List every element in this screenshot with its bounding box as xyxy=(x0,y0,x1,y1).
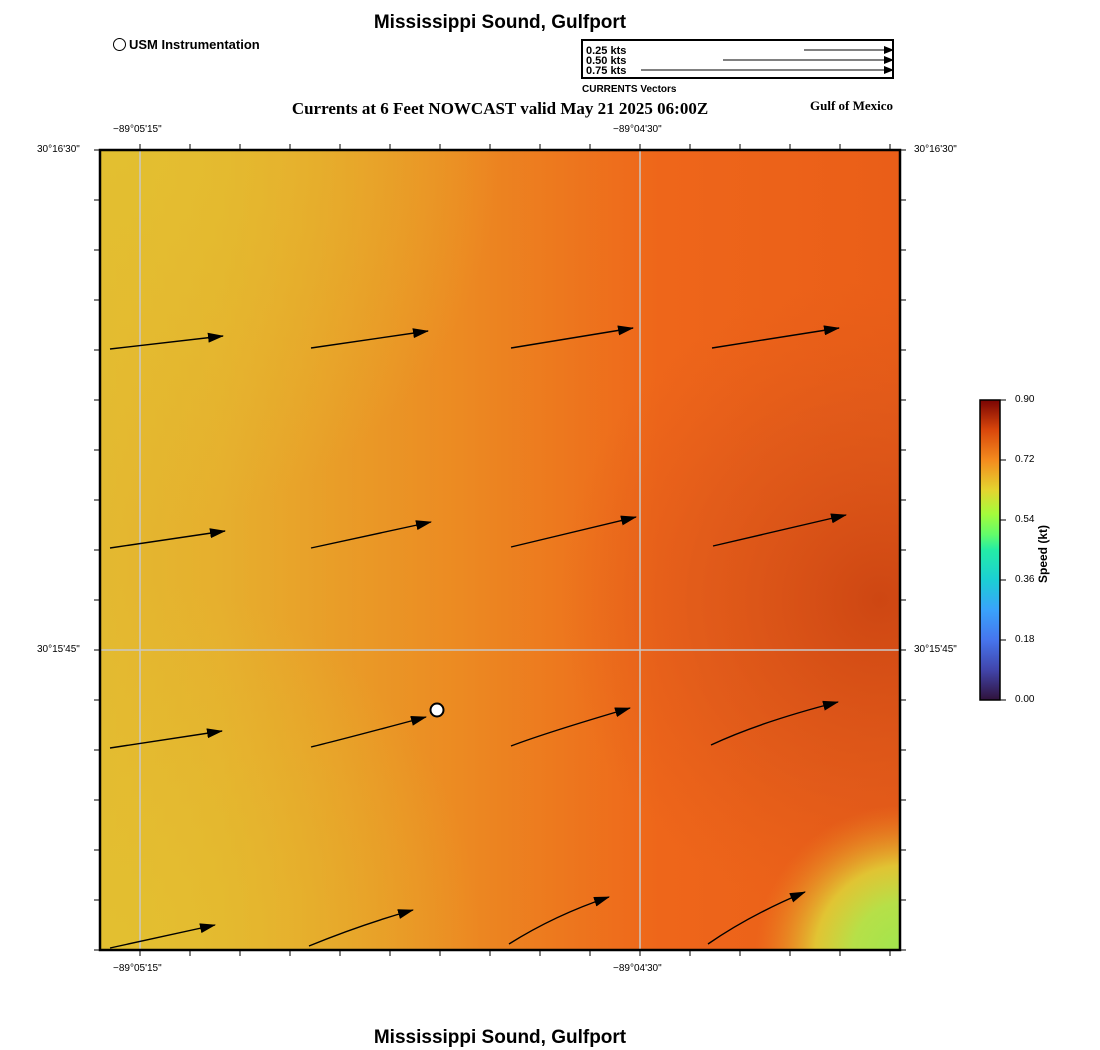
current-vector xyxy=(109,923,216,949)
station-marker-icon xyxy=(113,38,126,51)
map-subtitle: Currents at 6 Feet NOWCAST valid May 21 … xyxy=(291,99,709,118)
vector-legend-label-3: 0.75 kts xyxy=(586,65,627,77)
current-speed-map[interactable] xyxy=(90,140,910,960)
speed-field-shading-low xyxy=(100,150,900,950)
current-vector xyxy=(109,528,226,549)
current-vector xyxy=(310,328,429,349)
current-vector xyxy=(310,520,432,549)
vector-legend-arrows xyxy=(641,46,894,74)
map-title: Mississippi Sound, Gulfport xyxy=(373,12,627,33)
current-vector xyxy=(308,909,414,947)
current-vectors xyxy=(109,325,847,949)
current-vector xyxy=(707,891,806,945)
colorbar-tick-label: 0.18 xyxy=(1015,634,1035,645)
current-vector xyxy=(310,716,427,748)
colorbar-tick-label: 0.90 xyxy=(1015,394,1035,405)
current-vector xyxy=(109,332,224,350)
lat-label-left-1: 30°16'30" xyxy=(37,144,80,155)
colorbar-ticks xyxy=(1000,399,1006,701)
lon-label-bottom-1: −89°05'15" xyxy=(113,963,162,974)
lat-label-right-2: 30°15'45" xyxy=(914,644,957,655)
current-vector xyxy=(109,728,223,749)
lon-label-top-2: −89°04'30" xyxy=(613,124,662,135)
colorbar-scale xyxy=(979,399,1001,701)
current-vector xyxy=(508,896,610,945)
region-label: Gulf of Mexico xyxy=(810,98,894,113)
footer-title: Mississippi Sound, Gulfport xyxy=(373,1027,627,1048)
colorbar-tick-label: 0.72 xyxy=(1015,454,1035,465)
vector-legend-label-2: 0.50 kts xyxy=(586,55,627,67)
current-vector xyxy=(712,513,847,547)
map-ticks xyxy=(94,144,906,956)
vector-legend-box: 0.25 kts 0.50 kts 0.75 kts xyxy=(581,39,894,79)
current-vector xyxy=(510,707,631,747)
current-vector xyxy=(710,700,839,746)
vector-legend-title: CURRENTS Vectors xyxy=(582,84,677,95)
colorbar-tick-label: 0.00 xyxy=(1015,694,1035,705)
station-legend: USM Instrumentation xyxy=(113,37,260,52)
colorbar-tick-label: 0.54 xyxy=(1015,514,1035,525)
current-vector xyxy=(510,325,634,349)
colorbar-title: Speed (kt) xyxy=(1036,524,1050,583)
current-vector xyxy=(510,515,637,548)
lat-label-right-1: 30°16'30" xyxy=(914,144,957,155)
colorbar-tick-label: 0.36 xyxy=(1015,574,1035,585)
lat-label-left-2: 30°15'45" xyxy=(37,644,80,655)
speed-colorbar xyxy=(979,399,1006,701)
lon-label-bottom-2: −89°04'30" xyxy=(613,963,662,974)
current-vector xyxy=(711,325,840,349)
usm-instrumentation-marker[interactable] xyxy=(429,702,445,718)
lon-label-top-1: −89°05'15" xyxy=(113,124,162,135)
station-legend-label: USM Instrumentation xyxy=(129,37,260,52)
vector-legend-label-1: 0.25 kts xyxy=(586,45,627,57)
